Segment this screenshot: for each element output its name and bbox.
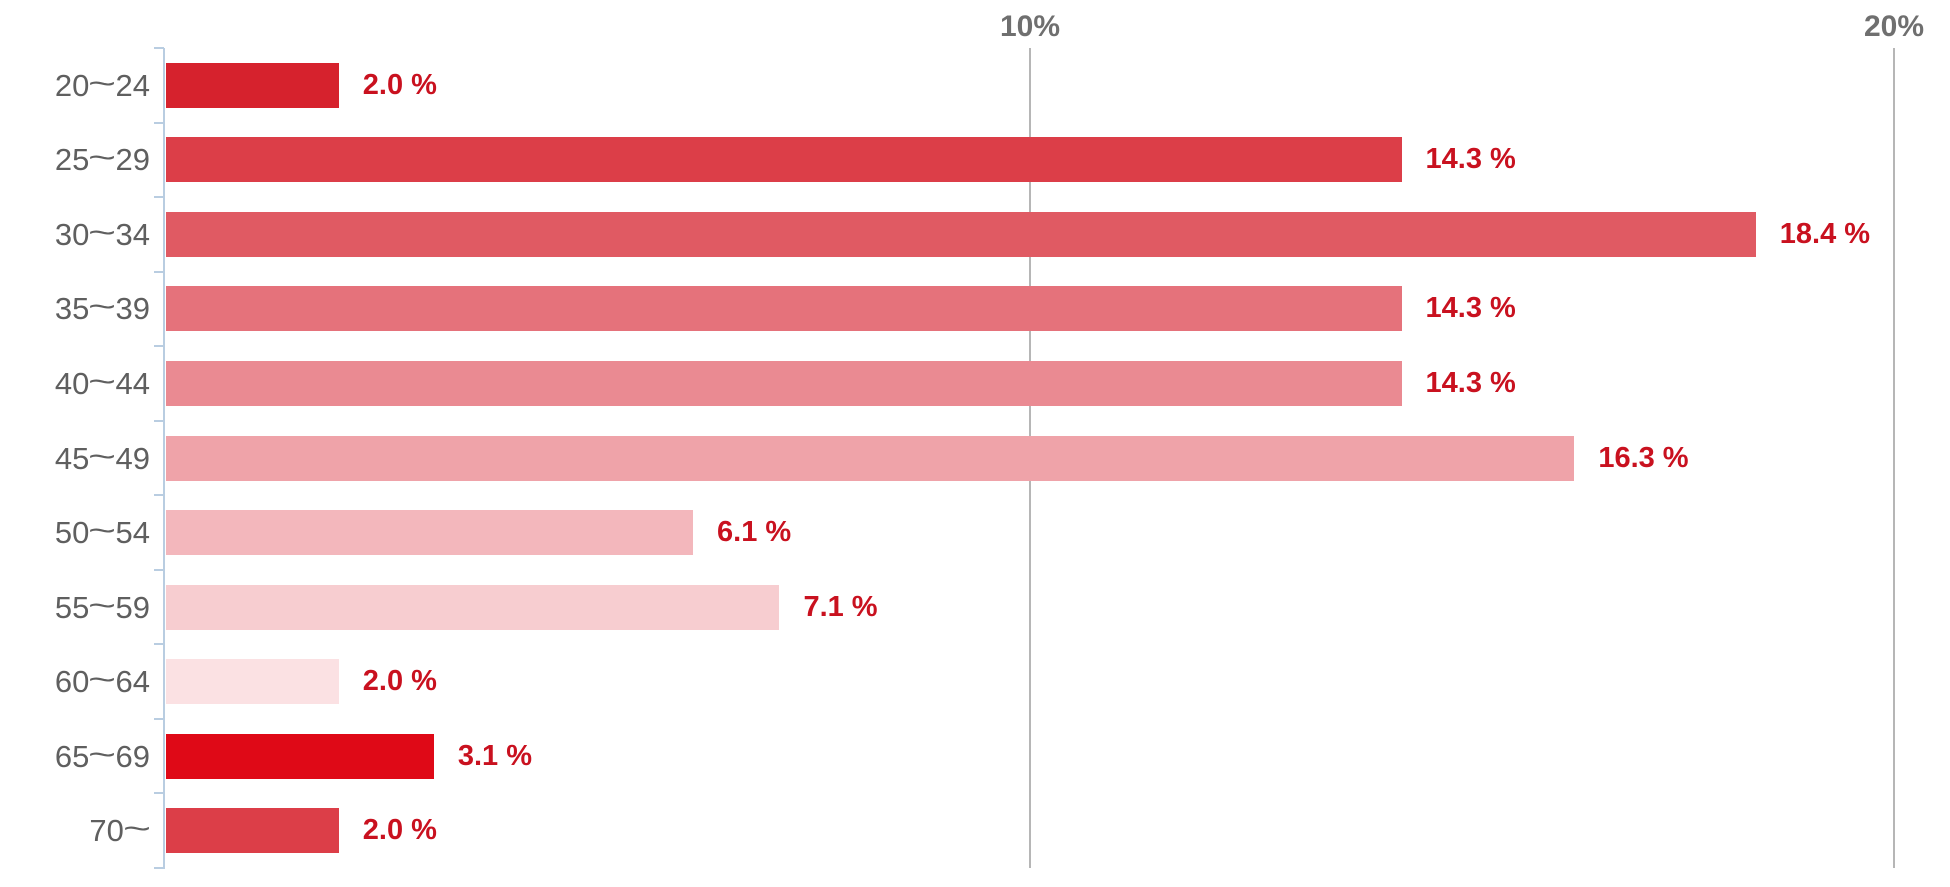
chart-row: 20~24 2.0 % — [0, 62, 1950, 108]
wave-dash: ~ — [88, 438, 117, 474]
bar — [166, 659, 339, 705]
chart-row: 40~44 14.3 % — [0, 360, 1950, 406]
chart-row: 70~ 2.0 % — [0, 808, 1950, 854]
bar — [166, 62, 339, 108]
chart-row: 50~54 6.1 % — [0, 510, 1950, 556]
category-label: 60~64 — [0, 659, 150, 704]
bar — [166, 137, 1402, 183]
x-axis-tick-label-10: 10% — [999, 10, 1061, 43]
value-label: 18.4 % — [1779, 217, 1871, 250]
y-axis-tick — [154, 345, 164, 348]
y-axis-tick — [154, 643, 164, 646]
wave-dash: ~ — [88, 662, 117, 698]
bar — [166, 510, 694, 556]
wave-dash: ~ — [88, 587, 117, 623]
y-axis-tick — [154, 47, 164, 49]
value-label: 2.0 % — [362, 814, 437, 847]
bar — [166, 286, 1402, 332]
category-label: 20~24 — [0, 63, 150, 108]
chart-row: 65~69 3.1 % — [0, 733, 1950, 779]
chart-row: 30~34 18.4 % — [0, 211, 1950, 257]
wave-dash: ~ — [88, 214, 117, 250]
y-axis-tick — [154, 419, 164, 422]
category-label: 35~39 — [0, 286, 150, 331]
value-label: 14.3 % — [1425, 292, 1516, 325]
value-label: 3.1 % — [457, 739, 532, 772]
value-label: 7.1 % — [803, 590, 878, 623]
chart-row: 55~59 7.1 % — [0, 584, 1950, 630]
y-axis-line — [163, 48, 165, 869]
wave-dash: ~ — [122, 811, 151, 847]
value-label: 2.0 % — [362, 665, 437, 698]
y-axis-tick — [154, 494, 164, 497]
y-axis-tick — [154, 568, 164, 571]
wave-dash: ~ — [88, 736, 117, 772]
y-axis-tick — [154, 121, 164, 124]
bar — [166, 435, 1575, 481]
chart-row: 25~29 14.3 % — [0, 137, 1950, 183]
bar — [166, 733, 434, 779]
bar — [166, 360, 1402, 406]
chart-row: 45~49 16.3 % — [0, 435, 1950, 481]
category-label: 55~59 — [0, 585, 150, 630]
value-label: 2.0 % — [362, 68, 437, 101]
value-label: 14.3 % — [1425, 143, 1516, 176]
category-label: 30~34 — [0, 212, 150, 257]
y-axis-tick — [154, 867, 164, 869]
bar — [166, 584, 780, 630]
value-label: 6.1 % — [717, 516, 792, 549]
wave-dash: ~ — [88, 289, 117, 325]
wave-dash: ~ — [88, 363, 117, 399]
chart-row: 35~39 14.3 % — [0, 286, 1950, 332]
y-axis-tick — [154, 792, 164, 795]
category-label: 70~ — [0, 808, 151, 853]
category-label: 65~69 — [0, 734, 150, 779]
y-axis-tick — [154, 717, 164, 720]
value-label: 14.3 % — [1425, 366, 1516, 399]
category-label: 50~54 — [0, 510, 150, 555]
category-label: 45~49 — [0, 436, 150, 481]
gridline-20-percent — [1893, 48, 1895, 868]
category-label: 40~44 — [0, 361, 150, 406]
y-axis-tick — [154, 270, 164, 273]
wave-dash: ~ — [88, 140, 117, 176]
y-axis-tick — [154, 196, 164, 199]
bar — [166, 211, 1756, 257]
wave-dash: ~ — [88, 513, 117, 549]
value-label: 16.3 % — [1598, 441, 1689, 474]
chart-row: 60~64 2.0 % — [0, 659, 1950, 705]
category-label: 25~29 — [0, 137, 150, 182]
x-axis-tick-label-20: 20% — [1863, 10, 1925, 43]
wave-dash: ~ — [88, 65, 117, 101]
bar — [166, 808, 339, 854]
